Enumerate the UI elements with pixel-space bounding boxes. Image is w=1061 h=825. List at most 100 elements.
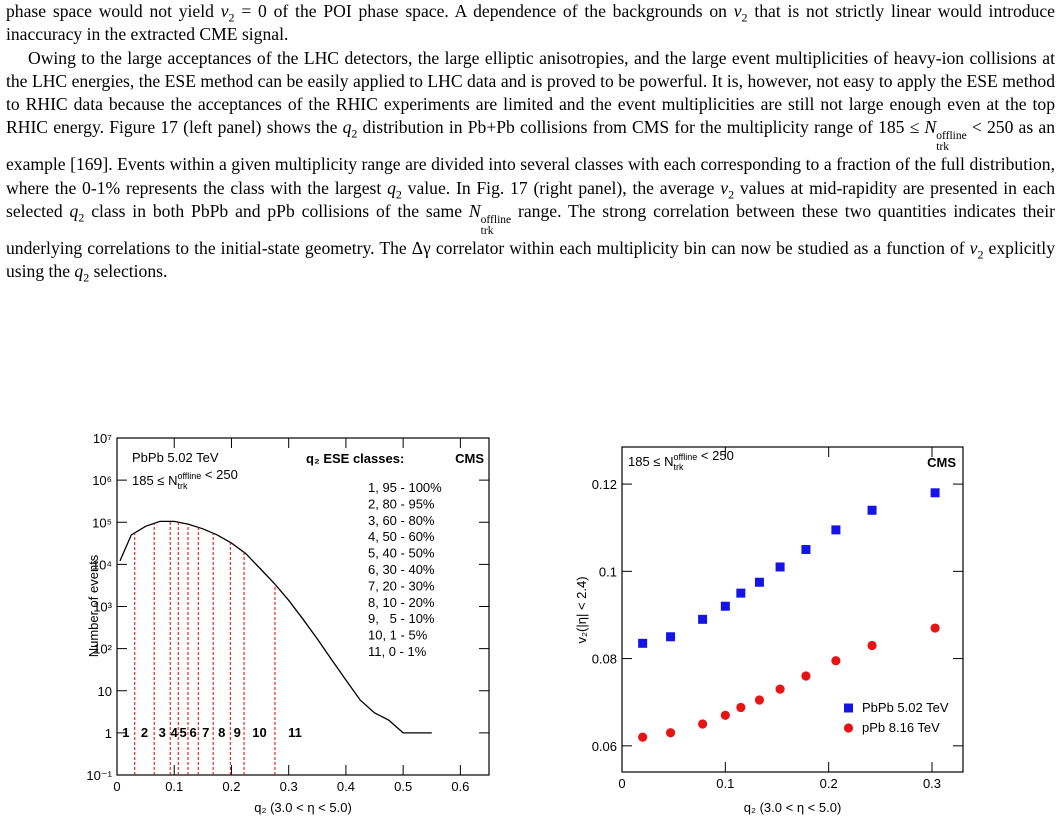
math-symbol: N	[664, 454, 673, 469]
data-point	[736, 588, 746, 598]
y-tick-label: 0.12	[592, 477, 617, 492]
class-list-item: 3, 60 - 80%	[368, 513, 435, 528]
subscript: 2	[741, 10, 748, 25]
text-run: 185 ≤	[628, 454, 664, 469]
class-list-item: 9, 5 - 10%	[368, 611, 435, 626]
subscript: 2	[228, 10, 235, 25]
data-point	[720, 710, 730, 720]
data-point	[698, 719, 708, 729]
data-point	[801, 545, 811, 555]
y-axis-label: Number of events	[86, 554, 101, 657]
y-tick-label: 10⁶	[92, 473, 112, 488]
data-point	[638, 638, 648, 648]
class-list-item: 1, 95 - 100%	[368, 480, 442, 495]
class-label: 11	[288, 725, 302, 740]
text-run: phase space would not yield	[6, 1, 221, 21]
math-symbol: v	[733, 1, 742, 21]
x-tick-label: 0.1	[716, 776, 734, 791]
y-tick-label: 10³	[93, 600, 112, 615]
class-label: 3	[159, 725, 166, 740]
y-tick-label: 0.08	[592, 652, 617, 667]
text-run: < 250	[697, 448, 734, 463]
text-run: that is not strictly linear would introd…	[6, 1, 1055, 45]
data-point	[867, 505, 877, 515]
superscript: offline	[936, 130, 967, 143]
math-symbol: q	[342, 117, 352, 138]
math-symbol: N	[468, 201, 481, 222]
data-point	[930, 623, 940, 633]
subscript: 2	[78, 210, 85, 225]
data-point	[775, 562, 785, 572]
annotation: PbPb 5.02 TeV	[132, 450, 219, 465]
class-list-item: 7, 20 - 30%	[368, 578, 435, 593]
math: v2	[969, 238, 984, 261]
superscript: offline	[673, 452, 697, 462]
y-tick-label: 10²	[93, 642, 112, 657]
class-list-item: 4, 50 - 60%	[368, 529, 435, 544]
experiment-label: CMS	[455, 451, 484, 466]
subscript: 2	[728, 187, 735, 202]
y-tick-label: 1	[105, 726, 112, 741]
math: v2	[720, 177, 735, 202]
range-label: 185 ≤ Ntrkoffline < 250	[132, 467, 238, 491]
class-list-item: 11, 0 - 1%	[368, 644, 427, 659]
text-run: = 0 of the POI phase space. A dependence…	[234, 1, 734, 21]
class-list-item: 10, 1 - 5%	[368, 628, 428, 643]
subscript: 2	[395, 187, 402, 202]
math-symbol: q	[74, 261, 84, 282]
class-label: 10	[252, 725, 266, 740]
subscript: trk	[673, 462, 683, 472]
x-tick-label: 0.3	[923, 776, 941, 791]
math: q2	[74, 261, 89, 284]
class-list-item: 6, 30 - 40%	[368, 562, 435, 577]
class-label: 1	[122, 725, 129, 740]
x-tick-label: 0.5	[394, 779, 412, 794]
class-label: 4	[171, 725, 179, 740]
math-symbol: N	[924, 117, 937, 138]
math-symbol: N	[168, 473, 177, 488]
data-point	[831, 656, 841, 666]
math-symbol: v	[969, 238, 978, 259]
math-symbol: v	[720, 177, 729, 198]
math: v2	[733, 1, 748, 24]
class-label: 6	[189, 725, 196, 740]
math: q2	[70, 201, 85, 224]
text-run: distribution in Pb+Pb collisions from CM…	[357, 117, 925, 138]
data-point	[698, 614, 708, 624]
superscript: offline	[177, 471, 201, 481]
y-axis-label: v₂(|η| < 2.4)	[574, 576, 589, 643]
y-tick-label: 10⁻¹	[86, 768, 112, 783]
scripts: offline trk	[481, 214, 511, 237]
class-list-item: 5, 40 - 50%	[368, 546, 435, 561]
x-tick-label: 0.2	[222, 779, 240, 794]
x-tick-label: 0.1	[165, 779, 183, 794]
x-tick-label: 0	[113, 779, 120, 794]
class-list-item: 2, 80 - 95%	[368, 496, 435, 511]
math-symbol: v	[220, 1, 229, 21]
x-tick-label: 0.2	[820, 776, 838, 791]
y-tick-label: 10⁴	[92, 557, 112, 572]
x-tick-label: 0.6	[451, 779, 469, 794]
data-point	[801, 671, 811, 681]
experiment-label: CMS	[927, 455, 956, 470]
data-point	[775, 684, 785, 694]
paragraph: Owing to the large acceptances of the LH…	[6, 47, 1055, 284]
text-run: Owing to the large acceptances of the LH…	[6, 47, 1055, 138]
subscript: 2	[83, 270, 90, 285]
text-run: values at mid-rapidity are presented in …	[6, 177, 1055, 222]
data-point	[754, 577, 764, 587]
x-tick-label: 0.3	[280, 779, 298, 794]
class-label: 2	[141, 725, 148, 740]
class-list-item: 8, 10 - 20%	[368, 595, 435, 610]
text-run: class in both PbPb and pPb collisions of…	[84, 201, 469, 222]
math: v2	[220, 1, 235, 24]
y-tick-label: 0.06	[592, 739, 617, 754]
data-point	[754, 695, 765, 705]
legend-marker	[843, 723, 854, 733]
distribution-curve	[119, 520, 432, 734]
paragraph: phase space would not yield v2 = 0 of th…	[6, 0, 1055, 47]
text-run: < 250	[201, 467, 238, 482]
data-point	[930, 488, 940, 498]
